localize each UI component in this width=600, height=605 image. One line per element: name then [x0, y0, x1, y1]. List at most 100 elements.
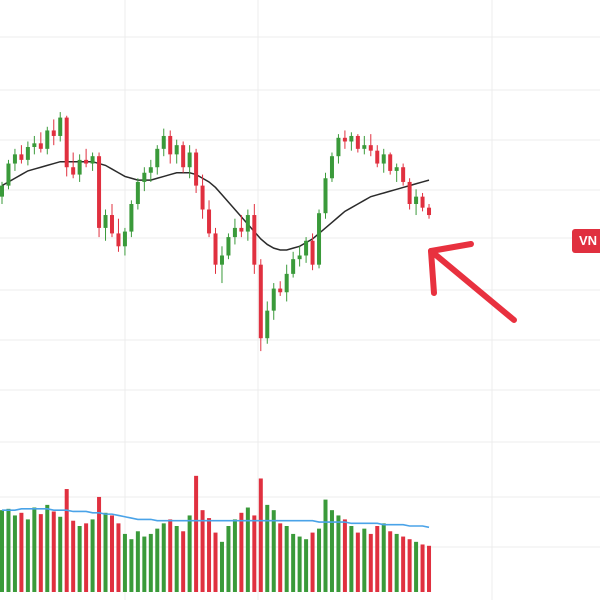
candle-body [207, 209, 212, 234]
candle-body [19, 154, 24, 160]
volume-bar [342, 519, 347, 592]
candle-body [58, 117, 63, 136]
candle-body [213, 233, 218, 265]
candle-body [84, 159, 89, 164]
volume-bar [317, 528, 322, 592]
volume-bar [252, 515, 257, 592]
candle-body [310, 240, 315, 265]
volume-bar [375, 526, 380, 592]
volume-bar [388, 531, 393, 592]
candle-body [64, 117, 69, 168]
volume-bar [142, 536, 147, 592]
candle-body [407, 181, 412, 204]
volume-bar [407, 539, 412, 592]
candle-body [226, 237, 231, 256]
volume-bar [109, 515, 114, 592]
candle-body [90, 156, 95, 164]
volume-bar [420, 544, 425, 592]
volume-bar [304, 539, 309, 592]
candle-body [45, 130, 50, 149]
volume-bar [232, 519, 237, 592]
volume-bar [207, 518, 212, 592]
volume-bar [394, 533, 399, 592]
volume-bar [181, 531, 186, 592]
volume-bar [58, 516, 63, 592]
volume-bar [129, 539, 134, 592]
volume-bar [168, 519, 173, 592]
volume-bar [271, 510, 276, 592]
candle-body [245, 215, 250, 232]
candle-body [77, 159, 82, 175]
candle-body [388, 154, 393, 171]
candle-body [271, 288, 276, 311]
volume-bar [77, 526, 82, 592]
volume-bar [84, 523, 89, 592]
candle-body [148, 167, 153, 173]
candle-body [6, 163, 11, 186]
candle-body [200, 185, 205, 210]
candle-body [420, 196, 425, 208]
volume-bar [362, 528, 367, 592]
volume-bar [135, 531, 140, 592]
volume-bar [161, 523, 166, 592]
volume-bar [25, 519, 30, 592]
candle-body [232, 227, 237, 238]
volume-bar [213, 532, 218, 592]
volume-bar [103, 512, 108, 592]
volume-bar [355, 532, 360, 592]
volume-bar [97, 496, 102, 592]
volume-bar [284, 526, 289, 592]
candle-body [252, 215, 257, 265]
candle-body [32, 143, 37, 147]
annotation-arrow-icon [428, 241, 517, 323]
volume-bar [291, 533, 296, 592]
candle-body [142, 172, 147, 182]
candle-body [103, 215, 108, 228]
candle-body [187, 152, 192, 168]
candle-body [0, 185, 4, 197]
candle-body [375, 150, 380, 164]
candle-body [291, 259, 296, 274]
candle-body [297, 255, 302, 260]
candle-body [427, 207, 432, 216]
candle-body [116, 233, 121, 247]
candle-body [135, 181, 140, 204]
candle-body [51, 130, 56, 136]
volume-bar [278, 523, 283, 592]
candle-body [342, 137, 347, 142]
candle-body [278, 288, 283, 293]
candle-body [362, 145, 367, 149]
candle-body [109, 215, 114, 234]
volume-bar [414, 541, 419, 592]
volume-bar [226, 526, 231, 592]
volume-bar [401, 536, 406, 592]
candle-body [161, 135, 166, 149]
candle-body [265, 310, 270, 339]
volume-bar [148, 533, 153, 592]
volume-bar [336, 515, 341, 592]
volume-bar [297, 536, 302, 592]
candle-body [97, 156, 102, 228]
candle-body [38, 143, 43, 149]
volume-bar [245, 507, 250, 592]
candle-body [71, 167, 76, 175]
candle-body [349, 135, 354, 142]
candle-body [401, 167, 406, 182]
candle-body [122, 231, 127, 247]
last-price-label: VN [572, 229, 600, 253]
volume-bar [45, 504, 50, 592]
volume-bar [6, 508, 11, 592]
candle-body [394, 167, 399, 171]
volume-bar [381, 523, 386, 592]
candle-body [181, 145, 186, 168]
volume-bar [0, 510, 4, 592]
volume-bar [38, 514, 43, 592]
volume-bar [122, 533, 127, 592]
volume-bar [329, 510, 334, 592]
volume-moving-average-line [2, 508, 430, 529]
volume-bar [265, 504, 270, 592]
candle-body [219, 255, 224, 265]
volume-bar [219, 541, 224, 592]
